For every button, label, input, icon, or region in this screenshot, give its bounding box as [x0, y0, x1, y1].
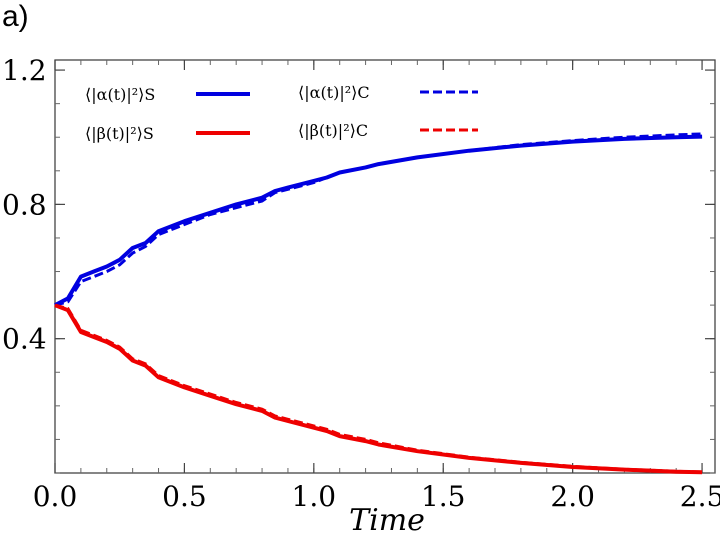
legend-label: ⟨|α(t)|²⟩S [85, 85, 155, 104]
series-line-1 [54, 134, 703, 307]
panel-label: a) [2, 0, 29, 33]
series-line-2 [54, 303, 703, 475]
plot-frame [54, 59, 716, 474]
legend-label: ⟨|α(t)|²⟩C [298, 83, 370, 102]
x-tick-label: 1.5 [421, 480, 466, 513]
legend-label: ⟨|β(t)|²⟩C [298, 121, 368, 140]
x-tick-label: 0.5 [162, 480, 207, 513]
x-axis-title: Time [349, 503, 425, 538]
y-tick-label: 0.8 [2, 188, 47, 221]
x-tick-label: 1.0 [292, 480, 337, 513]
x-tick-label: 2.0 [550, 480, 595, 513]
legend: ⟨|α(t)|²⟩S ⟨|β(t)|²⟩S ⟨|α(t)|²⟩C ⟨|β(t)|²⟩C [85, 83, 478, 143]
x-tick-label: 0.0 [33, 480, 78, 513]
y-tick-label: 0.4 [2, 323, 47, 356]
y-tick-label: 1.2 [2, 54, 47, 87]
legend-label: ⟨|β(t)|²⟩S [85, 124, 154, 143]
series-line-3 [54, 132, 703, 307]
series-layer [54, 132, 703, 475]
axis-ticks: 0.0 0.5 1.0 1.5 2.0 2.5 0.4 0.8 1.2 [2, 54, 720, 513]
series-line-4 [54, 303, 703, 474]
x-tick-label: 2.5 [680, 480, 720, 513]
